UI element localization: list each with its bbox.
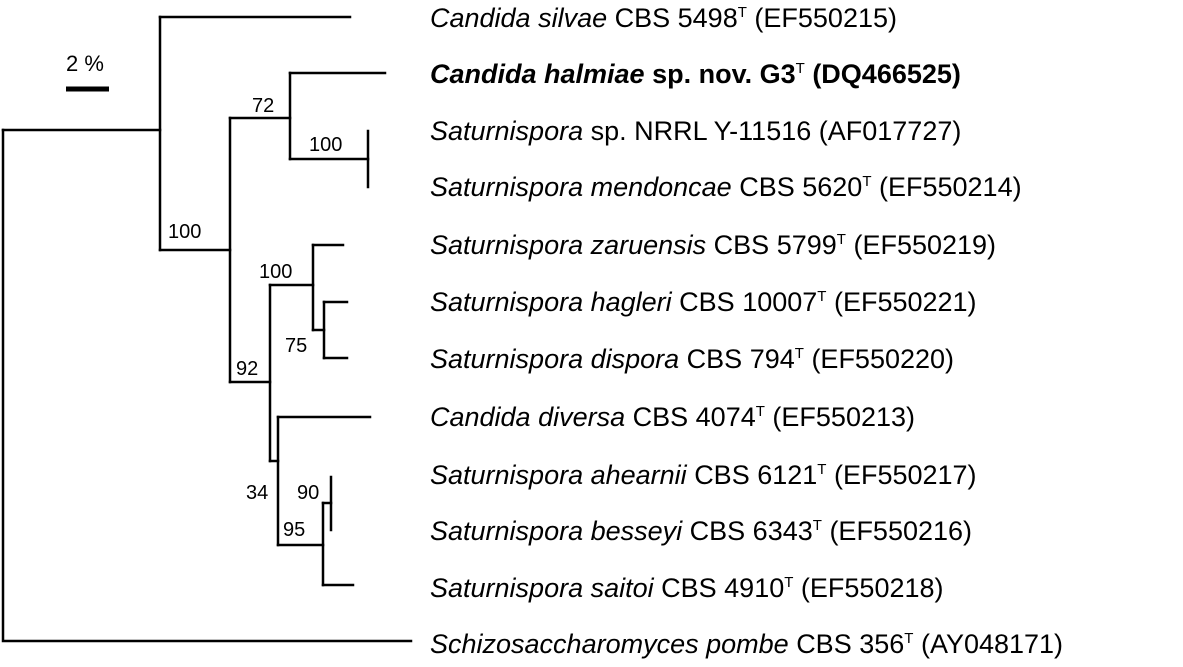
species-name: Saturnispora hagleri: [430, 287, 673, 317]
taxon-label-pombe: Schizosaccharomyces pombe CBS 356T (AY04…: [430, 619, 1063, 659]
bootstrap-values: 72 100 100 100 75 92 34 90 95: [168, 95, 342, 541]
strain: CBS 10007: [679, 287, 817, 317]
strain: CBS 5620: [739, 172, 862, 202]
accession: (EF550219): [853, 230, 996, 260]
strain: CBS 356: [796, 629, 904, 659]
bootstrap-75: 75: [285, 335, 307, 357]
type-superscript: T: [817, 288, 826, 305]
species-name: Saturnispora ahearnii: [430, 460, 688, 490]
accession: (EF550221): [834, 287, 977, 317]
taxon-label-halmiae: Candida halmiae sp. nov. G3T (DQ466525): [430, 49, 961, 89]
taxon-label-hagleri: Saturnispora hagleri CBS 10007T (EF55022…: [430, 277, 977, 317]
type-superscript: T: [904, 630, 913, 647]
accession: (EF550217): [834, 460, 977, 490]
bootstrap-92: 92: [236, 358, 258, 380]
strain: CBS 794: [687, 344, 795, 374]
bootstrap-100-nrrl-mendoncae: 100: [309, 134, 342, 156]
type-superscript: T: [862, 173, 871, 190]
accession: (AY048171): [921, 629, 1063, 659]
type-superscript: T: [795, 345, 804, 362]
bootstrap-95: 95: [283, 519, 305, 541]
species-name: Schizosaccharomyces pombe: [430, 629, 789, 659]
type-superscript: T: [756, 403, 765, 420]
strain: CBS 5799: [714, 230, 837, 260]
species-name: Saturnispora zaruensis: [430, 230, 706, 260]
strain: CBS 6343: [690, 516, 813, 546]
tree-branches: [1, 15, 413, 643]
taxon-label-nrrl: Saturnispora sp. NRRL Y-11516 (AF017727): [430, 116, 961, 146]
taxon-label-silvae: Candida silvae CBS 5498T (EF550215): [430, 0, 897, 33]
bootstrap-34: 34: [246, 482, 268, 504]
accession: (EF550216): [829, 516, 972, 546]
accession: (EF550214): [879, 172, 1022, 202]
strain: CBS 6121: [694, 460, 817, 490]
accession: (EF550213): [772, 402, 915, 432]
species-name: Saturnispora mendoncae: [430, 172, 732, 202]
type-superscript: T: [784, 574, 793, 591]
taxon-label-besseyi: Saturnispora besseyi CBS 6343T (EF550216…: [430, 506, 972, 546]
bootstrap-100-zaruensis: 100: [259, 261, 292, 283]
taxon-label-ahearnii: Saturnispora ahearnii CBS 6121T (EF55021…: [430, 450, 977, 490]
species-name: Saturnispora besseyi: [430, 516, 683, 546]
taxon-label-mendoncae: Saturnispora mendoncae CBS 5620T (EF5502…: [430, 162, 1022, 202]
root-branch: [1, 128, 413, 643]
taxon-label-diversa: Candida diversa CBS 4074T (EF550213): [430, 392, 915, 432]
type-superscript: T: [738, 4, 747, 21]
scale-bar-label: 2 %: [66, 51, 104, 76]
species-name: Saturnispora saitoi: [430, 573, 655, 603]
species-name: Candida halmiae: [430, 59, 645, 89]
strain: sp. NRRL Y-11516: [591, 116, 812, 146]
scale-bar: 2 %: [66, 51, 109, 92]
strain: sp. nov. G3: [652, 59, 796, 89]
accession: (EF550218): [801, 573, 944, 603]
taxon-label-dispora: Saturnispora dispora CBS 794T (EF550220): [430, 334, 954, 374]
species-name: Saturnispora dispora: [430, 344, 679, 374]
accession: (AF017727): [819, 116, 962, 146]
taxon-label-saitoi: Saturnispora saitoi CBS 4910T (EF550218): [430, 563, 944, 603]
accession: (DQ466525): [812, 59, 961, 89]
species-name: Saturnispora: [430, 116, 583, 146]
bootstrap-100-main: 100: [168, 221, 201, 243]
accession: (EF550215): [754, 3, 897, 33]
type-superscript: T: [796, 60, 805, 77]
strain: CBS 5498: [615, 3, 738, 33]
bootstrap-72: 72: [252, 95, 274, 117]
bootstrap-90: 90: [297, 482, 319, 504]
taxon-label-zaruensis: Saturnispora zaruensis CBS 5799T (EF5502…: [430, 220, 996, 260]
species-name: Candida silvae: [430, 3, 607, 33]
type-superscript: T: [817, 461, 826, 478]
strain: CBS 4910: [661, 573, 784, 603]
type-superscript: T: [837, 231, 846, 248]
taxon-labels: Candida silvae CBS 5498T (EF550215) Cand…: [430, 0, 1063, 659]
strain: CBS 4074: [633, 402, 756, 432]
accession: (EF550220): [811, 344, 954, 374]
species-name: Candida diversa: [430, 402, 625, 432]
type-superscript: T: [813, 517, 822, 534]
